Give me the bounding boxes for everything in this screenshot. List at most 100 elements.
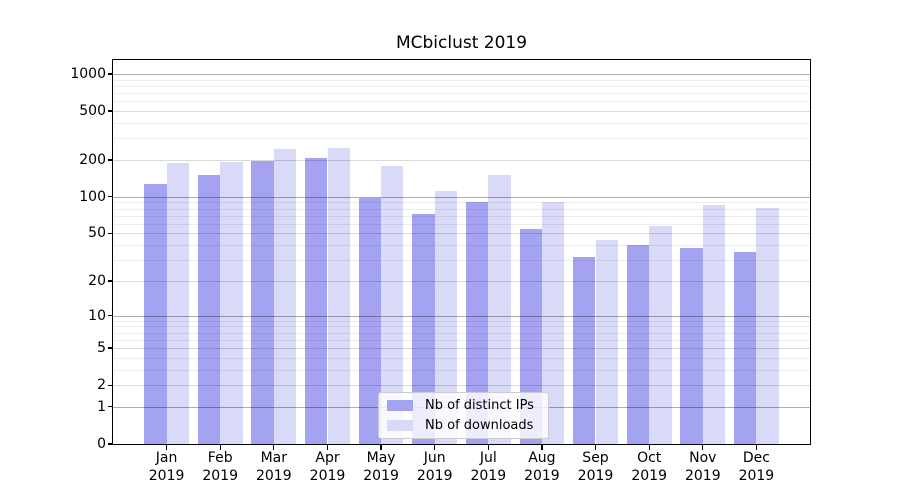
ytick-label-5: 5 [97,340,106,356]
gridline-60 [113,223,810,225]
ytick-label-20: 20 [88,272,106,289]
xtick-label-oct: Oct 2019 [631,450,668,484]
xtick-label-jun: Jun 2019 [416,450,453,484]
bars-layer [113,60,810,444]
gridline-200 [113,160,810,161]
gridline-20 [113,280,810,282]
ytick-mark-1000 [108,73,113,75]
bar-downloads-mar [273,149,297,444]
grid-layer [113,60,810,444]
gridline-7 [113,332,810,334]
gridline-1000 [113,74,810,75]
gridline-400 [113,123,810,124]
bar-ips-may [358,197,382,444]
bar-ips-oct [626,245,650,444]
ytick-label-1000: 1000 [70,66,106,82]
ytick-mark-0 [108,443,113,445]
xtick-label-jan: Jan 2019 [148,450,185,484]
xtick-label-aug: Aug 2019 [524,450,560,484]
legend-swatch-distinct-ips [387,400,413,411]
xtick-label-jul: Jul 2019 [470,450,507,484]
gridline-10 [113,315,810,317]
xtick-mark-aug [541,445,543,450]
ytick-mark-50 [108,232,113,235]
bar-downloads-apr [327,148,350,444]
bar-downloads-aug [541,202,565,444]
chart-title: MCbiclust 2019 [395,33,528,53]
ytick-mark-5 [108,347,113,349]
gridline-80 [113,208,810,210]
gridline-4 [113,357,810,359]
gridline-800 [113,85,810,87]
gridline-600 [113,101,810,103]
legend-label-downloads: Nb of downloads [425,418,534,433]
ytick-mark-1 [108,406,113,408]
ytick-label-500: 500 [79,103,106,120]
ytick-mark-100 [108,196,113,198]
xtick-mark-oct [648,445,650,450]
gridline-40 [113,245,810,247]
bar-ips-dec [734,252,757,444]
xtick-mark-dec [755,445,757,450]
legend-item-distinct-ips: Nb of distinct IPs [387,399,534,412]
gridline-300 [113,138,810,140]
bar-downloads-jul [488,174,511,444]
ytick-label-200: 200 [79,152,106,168]
bar-ips-feb [197,174,221,444]
xtick-label-sep: Sep 2019 [577,450,614,484]
ytick-label-10: 10 [88,307,106,324]
gridline-2 [113,385,810,387]
bar-downloads-jan [166,163,189,444]
bar-downloads-feb [220,162,243,444]
bar-ips-mar [251,160,274,444]
legend-label-distinct-ips: Nb of distinct IPs [425,398,534,413]
bar-downloads-oct [649,225,672,444]
xtick-mark-mar [273,445,275,450]
xtick-mark-nov [702,445,704,450]
ytick-label-0: 0 [97,436,106,452]
gridline-3 [113,369,810,371]
ytick-label-100: 100 [79,188,106,205]
gridline-90 [113,202,810,204]
ytick-label-2: 2 [97,377,106,394]
xtick-mark-jul [487,445,489,450]
xtick-label-mar: Mar 2019 [255,450,292,484]
bar-ips-aug [519,229,542,444]
ytick-label-50: 50 [88,225,106,242]
bar-downloads-dec [756,208,779,444]
bar-downloads-nov [702,204,726,444]
xtick-mark-may [380,445,382,450]
xtick-mark-apr [326,445,329,450]
ytick-mark-2 [108,384,113,386]
plot-area [113,60,810,444]
bar-ips-jan [144,184,167,444]
xtick-label-feb: Feb 2019 [202,450,239,484]
gridline-9 [113,320,810,322]
xtick-label-apr: Apr 2019 [309,450,346,484]
xtick-mark-sep [594,445,597,450]
gridline-70 [113,215,810,217]
bar-downloads-jun [434,190,458,444]
xtick-label-dec: Dec 2019 [738,450,775,484]
ytick-mark-200 [108,159,113,161]
gridline-30 [113,260,810,262]
gridline-700 [113,93,810,95]
xtick-label-nov: Nov 2019 [684,450,721,484]
legend: Nb of distinct IPs Nb of downloads [378,392,549,439]
gridline-900 [113,79,810,81]
xtick-mark-jun [434,445,436,450]
gridline-8 [113,326,810,328]
gridline-5 [113,348,810,349]
xtick-mark-feb [219,445,221,450]
ytick-mark-10 [108,314,113,317]
bar-downloads-sep [595,240,618,444]
gridline-100 [113,196,810,198]
legend-swatch-downloads [387,420,413,431]
ytick-mark-20 [108,280,113,282]
gridline-6 [113,339,810,341]
bar-ips-jun [412,213,435,444]
gridline-50 [113,233,810,235]
bar-ips-nov [680,247,703,444]
legend-item-downloads: Nb of downloads [387,419,534,432]
